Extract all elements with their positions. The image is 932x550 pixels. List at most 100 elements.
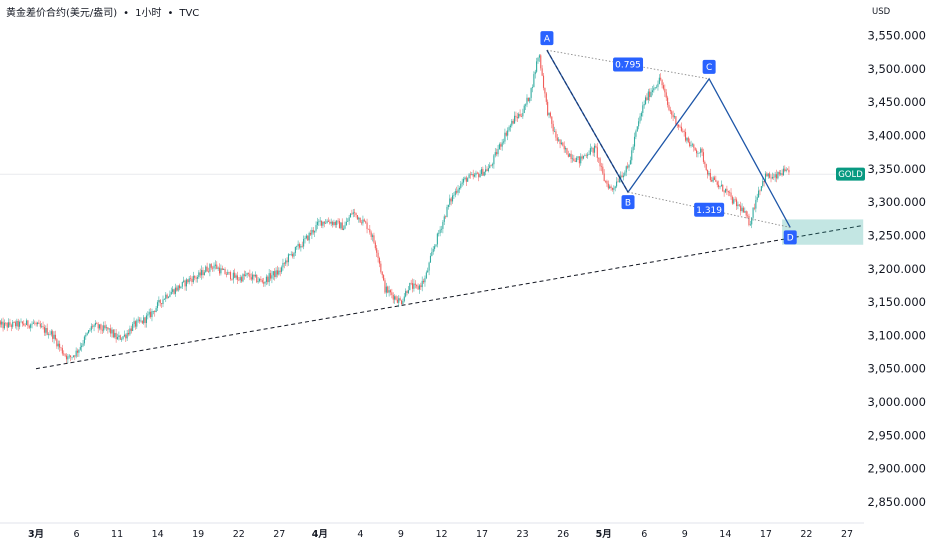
candle-body (327, 220, 329, 222)
pattern-xa-dashed (546, 49, 629, 193)
candle-body (126, 333, 128, 339)
candle-body (110, 328, 112, 334)
candle-body (435, 244, 437, 247)
candle-body (599, 158, 601, 167)
candle-body (100, 324, 102, 330)
candle-body (628, 164, 630, 168)
candle-body (669, 109, 671, 112)
candle-body (498, 144, 500, 150)
candle-body (239, 277, 241, 281)
candle-body (442, 221, 444, 229)
x-tick-label: 4 (357, 529, 363, 540)
candle-body (762, 181, 764, 187)
candle-body (782, 168, 784, 176)
candle-body (20, 321, 22, 323)
symbol-name: 黄金差价合约(美元/盎司) (6, 8, 118, 19)
candle-body (727, 190, 729, 193)
support-trendline[interactable] (35, 224, 864, 370)
candle-body (196, 277, 199, 279)
candle-body (216, 264, 218, 269)
candle-body (672, 114, 674, 118)
candle-body (326, 220, 328, 223)
candle-body (167, 296, 170, 298)
candle-body (0, 321, 1, 325)
candle-body (515, 115, 517, 118)
candle-body (28, 325, 30, 328)
candle-body (625, 166, 627, 173)
candle-body (225, 274, 227, 275)
pattern-point-badge[interactable] (540, 31, 554, 46)
candle-body (633, 136, 636, 147)
y-tick-label: 3,450.000 (867, 95, 926, 109)
candle-body (281, 267, 283, 272)
timeframe-label[interactable]: 1小时 (135, 8, 162, 19)
y-tick-label: 2,850.000 (867, 495, 926, 509)
candle-body (359, 217, 361, 223)
candle-body (252, 274, 254, 280)
candle-body (593, 145, 596, 153)
candle-body (1, 321, 3, 325)
ratio-badge[interactable] (694, 202, 725, 217)
y-tick-label: 3,250.000 (867, 228, 926, 242)
candle-body (325, 222, 327, 224)
candle-body (45, 328, 47, 333)
candle-body (264, 281, 266, 284)
candle-body (522, 112, 524, 117)
candle-body (256, 274, 258, 283)
candle-body (529, 97, 531, 102)
candle-body (185, 279, 187, 287)
candle-body (354, 212, 356, 213)
drawings[interactable]: 0.795 1.319 A B C D (35, 31, 864, 370)
candle-body (292, 254, 294, 257)
candle-body (24, 325, 26, 326)
price-axis[interactable]: USD 3,550.000 3,500.000 3,450.000 3,400.000… (836, 0, 932, 550)
candle-body (188, 278, 190, 283)
candle-body (276, 270, 278, 275)
pattern-point-badge[interactable] (702, 59, 716, 74)
x-tick-label: 22 (800, 529, 812, 540)
header-separator-dot: • (167, 8, 174, 19)
candle-body (591, 147, 593, 149)
candle-body (43, 327, 45, 333)
pattern-point-badge[interactable] (621, 195, 635, 210)
candle-body (411, 283, 414, 289)
candle-body (392, 295, 394, 300)
candle-body (496, 152, 498, 155)
candle-body (675, 116, 677, 125)
candle-body (480, 169, 483, 175)
candle-body (577, 156, 579, 158)
candle-body (6, 323, 8, 328)
candle-body (36, 322, 39, 325)
candle-body (245, 274, 247, 276)
price-axis-background (864, 0, 932, 550)
candle-body (519, 113, 521, 116)
candle-body (96, 323, 98, 324)
candle-body (657, 83, 659, 87)
candle-body (708, 172, 710, 175)
candle-body (267, 276, 269, 283)
candle-body (12, 321, 14, 327)
candle-body (402, 301, 404, 304)
symbol-badge[interactable] (836, 167, 865, 181)
pattern-leg-line[interactable] (546, 49, 791, 228)
candle-body (136, 320, 138, 327)
candle-body (14, 322, 17, 327)
candle-body (421, 280, 423, 288)
candle-body (395, 296, 397, 300)
candle-body (329, 221, 331, 224)
candle-body (478, 173, 480, 178)
candle-body (53, 334, 55, 339)
candle-body (418, 285, 420, 290)
x-tick-label: 4月 (312, 529, 328, 540)
candle-body (552, 123, 554, 132)
candle-body (81, 345, 83, 348)
pattern-point-badge[interactable] (783, 230, 797, 245)
candle-body (661, 79, 663, 86)
candle-body (741, 207, 743, 212)
candle-body (589, 148, 591, 155)
candle-body (704, 161, 706, 165)
time-axis[interactable]: 3月 6 11 14 19 22 27 4月 4 9 12 17 23 26 5月 6 9 14 17 22 27 (0, 522, 864, 540)
ratio-badge[interactable] (613, 57, 644, 72)
candle-body (206, 266, 208, 272)
